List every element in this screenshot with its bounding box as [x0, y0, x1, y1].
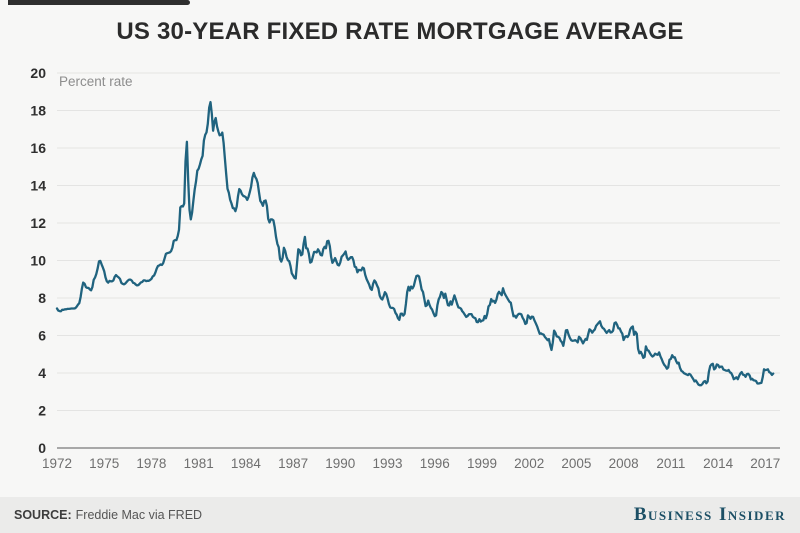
x-tick-label: 2014 — [703, 456, 734, 471]
y-tick-label: 8 — [38, 290, 46, 306]
y-tick-label: 16 — [30, 140, 46, 156]
top-progress-bar — [8, 0, 190, 5]
x-tick-label: 1981 — [184, 456, 214, 471]
y-tick-label: 18 — [30, 103, 46, 119]
source-credit: SOURCE: Freddie Mac via FRED — [14, 508, 202, 522]
source-label: SOURCE: — [14, 508, 72, 522]
y-tick-label: 14 — [30, 178, 46, 194]
x-tick-label: 2002 — [514, 456, 544, 471]
y-tick-label: 10 — [30, 253, 46, 269]
y-tick-label: 4 — [38, 365, 46, 381]
x-tick-label: 1972 — [42, 456, 72, 471]
x-tick-label: 1990 — [325, 456, 355, 471]
y-axis-unit-label: Percent rate — [59, 74, 133, 89]
x-tick-label: 1996 — [420, 456, 450, 471]
business-insider-logo: Business Insider — [633, 504, 786, 525]
source-value: Freddie Mac via FRED — [75, 508, 203, 522]
y-tick-label: 12 — [30, 215, 46, 231]
x-tick-label: 2008 — [609, 456, 639, 471]
mortgage-rate-line — [55, 100, 775, 387]
x-tick-label: 1993 — [372, 456, 402, 471]
x-tick-label: 1984 — [231, 456, 262, 471]
x-tick-label: 1987 — [278, 456, 308, 471]
mortgage-rate-chart: Percent rate 0 2 4 6 8 10 12 14 16 18 20 1972 1975 19… — [30, 65, 780, 471]
x-tick-label: 1978 — [136, 456, 166, 471]
y-tick-label: 20 — [30, 65, 46, 81]
x-tick-label: 1999 — [467, 456, 497, 471]
y-tick-label: 0 — [38, 440, 46, 456]
y-tick-label: 2 — [38, 403, 46, 419]
x-tick-label: 2017 — [750, 456, 780, 471]
x-tick-label: 1975 — [89, 456, 119, 471]
y-tick-label: 6 — [38, 328, 46, 344]
footer-bar: SOURCE: Freddie Mac via FRED Business Ins… — [0, 497, 800, 533]
chart-title: US 30-YEAR FIXED RATE MORTGAGE AVERAGE — [116, 18, 684, 45]
x-tick-label: 2011 — [656, 456, 685, 471]
x-tick-label: 2005 — [561, 456, 591, 471]
